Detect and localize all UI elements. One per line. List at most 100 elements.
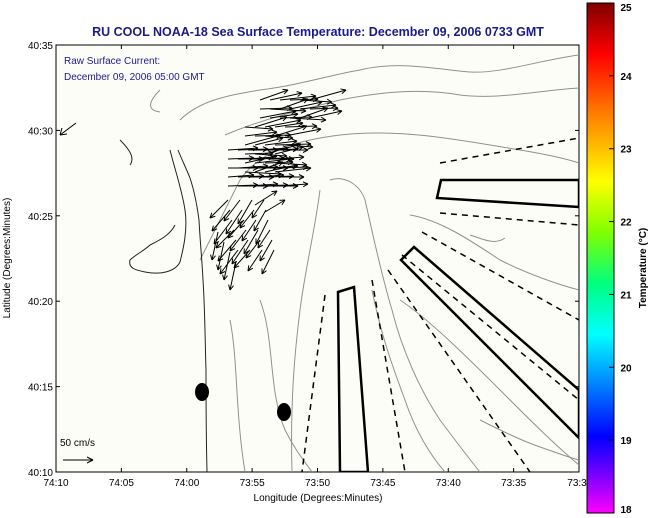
current-vector (251, 199, 265, 219)
current-vector (277, 181, 309, 188)
current-vector (254, 115, 288, 128)
current-vector (219, 249, 239, 275)
current-vector (243, 229, 259, 255)
colorbar-tick-label: 20 (620, 363, 632, 374)
current-vector (274, 120, 304, 128)
y-tick-label: 40:10 (28, 468, 53, 479)
y-tick-label: 40:30 (28, 126, 53, 137)
x-tick-label: 73:3 (567, 478, 587, 489)
contour-line (291, 189, 321, 472)
current-vector (269, 91, 303, 101)
colorbar-tick-label: 21 (620, 290, 632, 301)
current-vector (211, 209, 231, 232)
dashed-line (401, 254, 579, 401)
contour-line (409, 214, 579, 291)
current-vector (237, 199, 253, 225)
current-vector (278, 174, 305, 180)
current-vector (309, 88, 347, 101)
y-tick-label: 40:20 (28, 297, 53, 308)
y-tick-label: 40:25 (28, 212, 53, 223)
current-vector (284, 123, 318, 130)
current-vector (259, 88, 289, 101)
x-tick-label: 74:00 (174, 478, 199, 489)
current-vectors (209, 88, 347, 291)
x-tick-label: 73:50 (305, 478, 330, 489)
y-tick-label: 40:35 (28, 41, 53, 52)
x-tick-label: 74:05 (109, 478, 134, 489)
x-tick-label: 73:40 (436, 478, 461, 489)
current-vector (244, 129, 278, 137)
contour-line (150, 89, 161, 113)
contour-line (229, 319, 246, 472)
current-vector (225, 209, 243, 235)
current-vector (213, 219, 233, 245)
contour-line (179, 54, 579, 121)
contour-line (199, 132, 579, 261)
current-vector (309, 105, 339, 112)
x-tick-label: 73:35 (501, 478, 526, 489)
coastline-path (129, 149, 187, 274)
current-vector (253, 209, 267, 232)
current-vector (284, 127, 322, 137)
current-vector (254, 136, 284, 146)
current-vector (299, 106, 329, 119)
contour-line (224, 87, 579, 136)
x-axis-label: Longitude (Degrees:Minutes) (254, 493, 383, 504)
current-vector (264, 199, 286, 213)
current-vector (254, 190, 278, 206)
current-vector (257, 229, 271, 249)
dashed-line (387, 269, 531, 472)
current-vector (277, 164, 309, 171)
dashed-line (439, 212, 579, 226)
colorbar-tick-label: 23 (620, 145, 632, 156)
current-vector (277, 154, 305, 161)
x-tick-label: 73:55 (240, 478, 265, 489)
dashed-line (421, 231, 579, 321)
corner-arrow (59, 122, 77, 136)
contour-line (371, 289, 446, 472)
lane-top (435, 178, 579, 209)
current-vector (222, 251, 231, 281)
current-vector (215, 229, 235, 249)
current-vector (241, 219, 257, 242)
dashed-line (301, 294, 326, 472)
current-vector (289, 100, 323, 110)
colorbar-tick-label: 25 (620, 3, 632, 14)
contour-line (469, 234, 506, 242)
current-vector (264, 138, 298, 146)
scale-arrow (63, 456, 94, 464)
current-vector (278, 147, 309, 153)
station-dot (195, 383, 209, 401)
current-vector (309, 109, 343, 119)
annotation-line-1: Raw Surface Current: (64, 56, 160, 67)
y-axis: 40:35 40:30 40:25 40:20 40:15 40:10 (28, 41, 579, 479)
shipping-lanes (336, 178, 579, 472)
y-tick-label: 40:15 (28, 383, 53, 394)
current-vector (228, 261, 237, 291)
scale-label: 50 cm/s (60, 438, 95, 449)
contour-line (479, 419, 579, 461)
y-axis-label: Latitude (Degrees:Minutes) (2, 198, 13, 319)
colorbar-tick-label: 22 (620, 218, 632, 229)
annotation-line-2: December 09, 2006 05:00 GMT (64, 72, 205, 83)
lane-south (336, 285, 370, 472)
dashed-lines (301, 137, 579, 472)
current-vector (210, 231, 219, 261)
contour-line (329, 178, 481, 472)
dashed-line (439, 137, 579, 164)
x-axis: 74:10 74:05 74:00 73:55 73:50 73:45 73:40 73:35… (43, 45, 587, 489)
current-vector (279, 97, 309, 110)
coastline-path (119, 139, 133, 166)
current-vector (269, 111, 299, 119)
colorbar-label: Temperature (°C) (638, 228, 649, 309)
contour-line (399, 299, 579, 466)
current-vector (274, 124, 308, 137)
chart-title: RU COOL NOAA-18 Sea Surface Temperature:… (92, 25, 544, 39)
current-vector (247, 249, 263, 272)
current-vector (259, 239, 273, 262)
current-vector (209, 199, 229, 219)
current-vector (231, 239, 249, 265)
colorbar-ticks: 25 24 23 22 21 20 19 18 (609, 2, 632, 516)
colorbar (586, 2, 615, 514)
